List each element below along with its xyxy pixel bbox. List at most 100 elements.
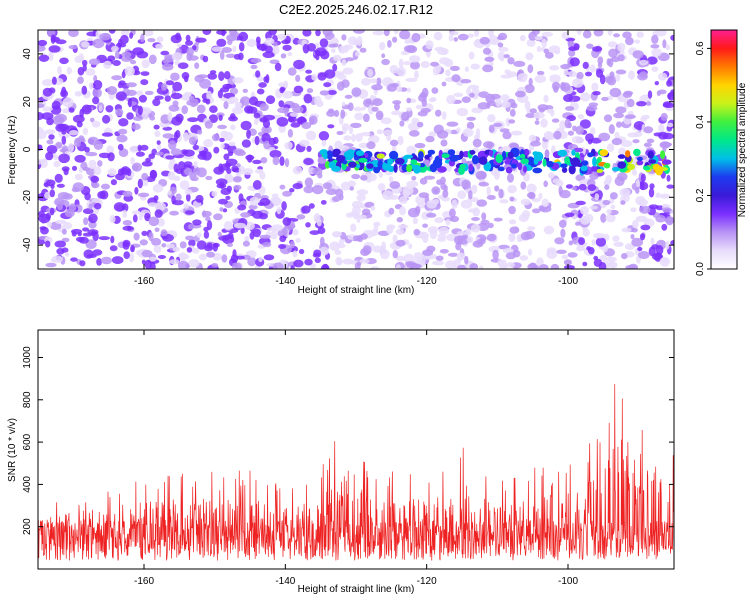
spectrogram-cell xyxy=(466,116,477,121)
spectrogram-cell xyxy=(355,150,365,157)
spectrogram-cell xyxy=(132,210,141,215)
spectrogram-cell xyxy=(380,117,392,125)
spectrogram-cell xyxy=(457,190,467,199)
spectrogram-cell xyxy=(252,180,262,190)
spectrogram-cell xyxy=(457,253,462,263)
spectrogram-cell xyxy=(371,106,379,112)
spectrogram-cell xyxy=(576,30,582,35)
colorbar-ticks: 0.0 0.2 0.4 0.6 xyxy=(695,41,711,276)
spectrogram-cell xyxy=(636,160,644,166)
spectrogram-cell xyxy=(460,79,472,84)
spectrogram-cell xyxy=(399,206,406,216)
spectrogram-cell xyxy=(40,226,49,235)
spectrogram-cell xyxy=(663,101,672,108)
spectrogram-cell xyxy=(242,240,250,247)
spectrogram-cell xyxy=(387,40,392,48)
spectrogram-cell xyxy=(46,117,54,126)
spectrogram-cell xyxy=(220,163,230,171)
spectrogram-cell xyxy=(528,134,537,143)
spectrogram-cell xyxy=(107,55,116,62)
spectrogram-cell xyxy=(655,245,664,255)
spectrogram-cell xyxy=(223,221,233,231)
spectrogram-cell xyxy=(546,249,558,259)
spectrogram-cell xyxy=(264,37,275,45)
spectrogram-cell xyxy=(215,178,228,186)
spectrogram-cell xyxy=(121,56,133,62)
spectrogram-cell xyxy=(349,186,354,191)
spectrogram-cell xyxy=(110,235,115,244)
spectrogram-cell xyxy=(475,38,482,44)
spectrogram-cell xyxy=(115,108,124,117)
spectrogram-cell xyxy=(206,242,213,248)
spectrogram-cell xyxy=(48,134,55,140)
spectrogram-cell xyxy=(453,92,464,98)
spectrogram-cell xyxy=(441,153,450,159)
spectrogram-cell xyxy=(470,63,480,70)
colorbar-bar xyxy=(710,29,738,270)
spectrogram-cell xyxy=(141,161,153,167)
spectrogram-cell xyxy=(508,205,516,215)
spectrogram-cell xyxy=(665,44,670,51)
spectrogram-cell xyxy=(101,183,110,190)
spectrogram-cell xyxy=(179,180,190,190)
spectrogram-cell xyxy=(240,120,252,131)
spectrogram-cell xyxy=(148,231,154,242)
spectrogram-cell xyxy=(334,249,342,255)
spectrogram-cell xyxy=(186,247,193,253)
spectrogram-cell xyxy=(467,208,478,213)
spectrogram-cell xyxy=(414,206,421,214)
spectrogram-cell xyxy=(327,124,335,129)
spectrogram-cell xyxy=(189,95,195,102)
spectrogram-cell xyxy=(353,106,363,112)
spectrogram-cell xyxy=(627,163,636,171)
spectrogram-cell xyxy=(475,128,481,139)
spectrogram-cell xyxy=(218,114,223,121)
spectrogram-cell xyxy=(654,81,659,86)
spectrogram-cell xyxy=(178,253,190,260)
spectrogram-cell xyxy=(336,81,345,91)
spectrogram-cell xyxy=(408,243,413,249)
spectrogram-cell xyxy=(439,57,450,65)
spectrogram-cell xyxy=(328,43,336,48)
spectrogram-cell xyxy=(550,263,560,269)
spectrogram-cell xyxy=(406,164,413,173)
spectrogram-cell xyxy=(302,30,312,37)
spectrogram-cell xyxy=(319,246,329,256)
spectrogram-cell xyxy=(478,156,488,165)
spectrogram-cell xyxy=(372,245,383,253)
spectrogram-cell xyxy=(526,183,537,194)
spectrogram-cell xyxy=(503,54,510,59)
spectrogram-cell xyxy=(280,53,287,59)
spectrogram-cell xyxy=(252,210,264,219)
spectrogram-cell xyxy=(342,45,350,53)
spectrogram-cell xyxy=(62,193,73,200)
spectrogram-cell xyxy=(543,94,549,103)
spectrogram-cell xyxy=(563,259,572,266)
spectrogram-cell xyxy=(292,105,304,113)
spectrogram-cell xyxy=(225,176,236,183)
spectrogram-cell xyxy=(332,63,338,72)
spectrogram-cell xyxy=(244,105,254,114)
spectrogram-cell xyxy=(611,138,623,146)
spectrogram-cell xyxy=(69,130,79,136)
spectrogram-cell xyxy=(661,223,668,231)
spectrogram-cell xyxy=(238,193,244,202)
spectrogram-cell xyxy=(486,233,497,242)
spectrogram-cell xyxy=(343,150,354,161)
y-tick-label: 1000 xyxy=(22,346,33,369)
spectrogram-cell xyxy=(75,236,85,242)
spectrogram-cell xyxy=(615,74,621,82)
spectrogram-cell xyxy=(265,95,276,105)
spectrogram-cell xyxy=(461,179,471,190)
spectrogram-cell xyxy=(391,110,402,116)
x-tick-label: -120 xyxy=(417,576,437,587)
spectrogram-cell xyxy=(403,154,414,159)
spectrogram-cell xyxy=(666,184,674,189)
spectrogram-cell xyxy=(647,150,654,159)
spectrogram-cell xyxy=(92,249,103,256)
spectrogram-cell xyxy=(542,158,547,167)
spectrogram-cell xyxy=(494,185,500,192)
spectrogram-cell xyxy=(231,106,244,115)
spectrogram-cell xyxy=(569,57,580,67)
spectrogram-cell xyxy=(95,30,101,38)
